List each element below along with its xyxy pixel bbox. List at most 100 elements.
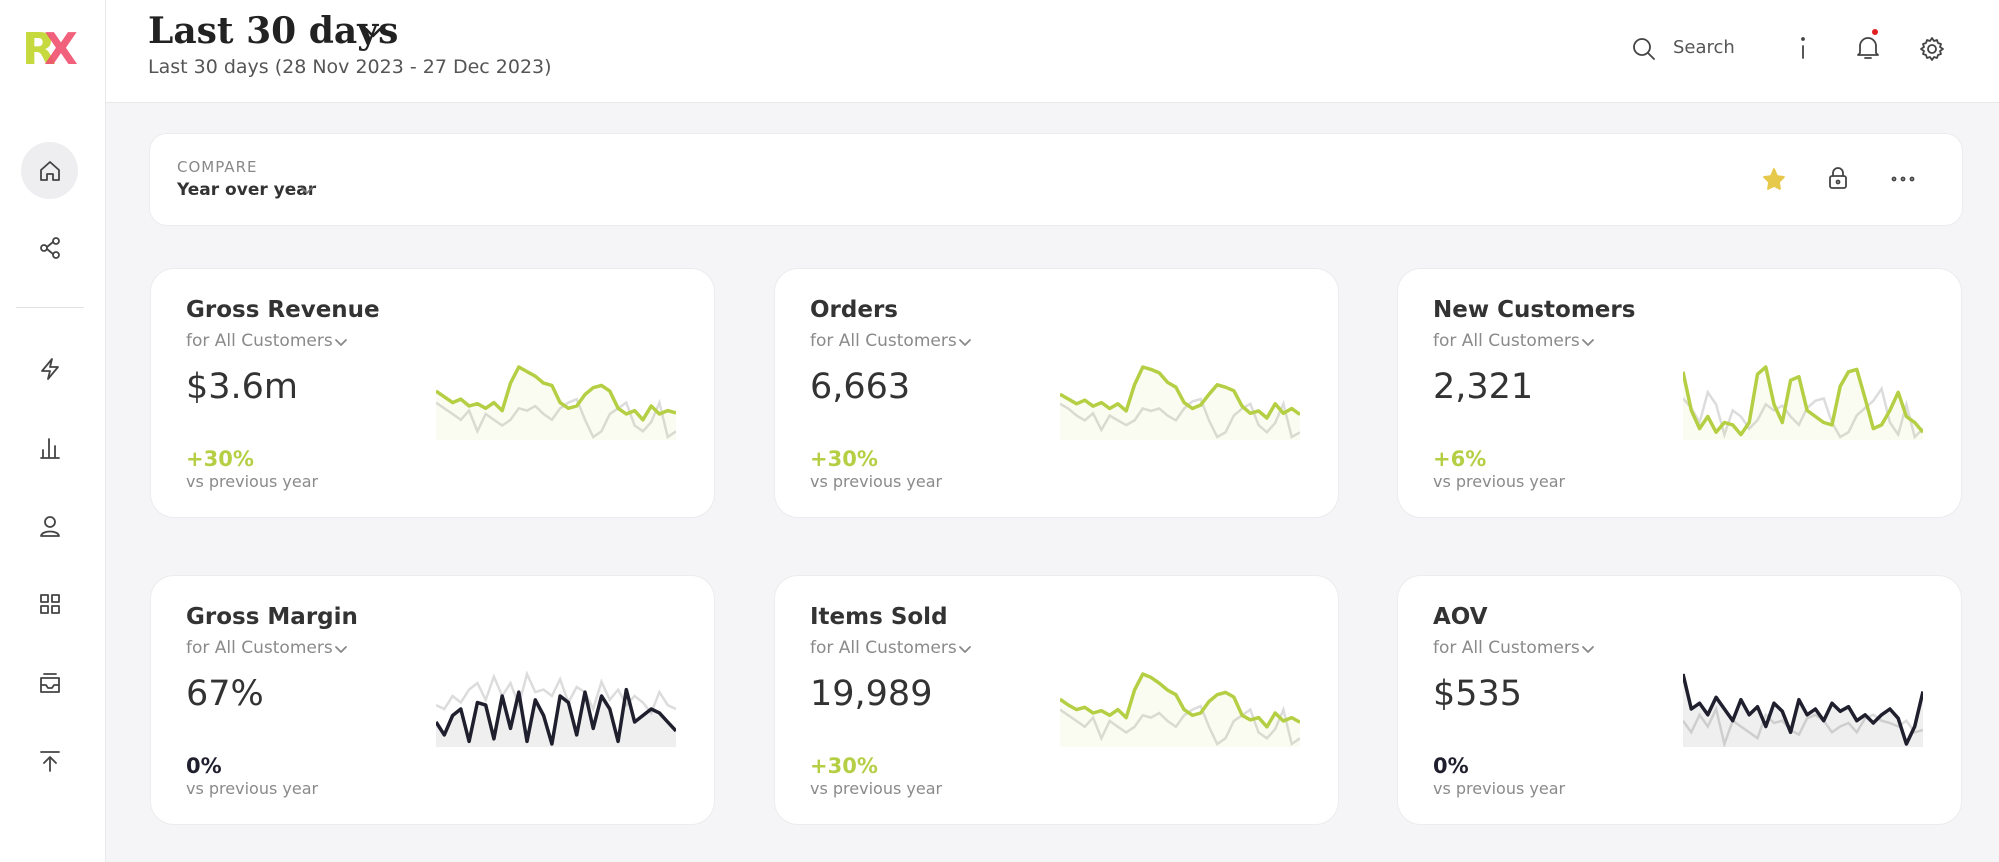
nav-customers[interactable]: [39, 515, 61, 537]
sparkline-current: [1683, 365, 1923, 437]
segment-chevron[interactable]: [334, 645, 348, 655]
segment-chevron[interactable]: [958, 338, 972, 348]
metric-value: $3.6m: [186, 367, 299, 407]
sparkline: [1060, 365, 1300, 440]
segment-chevron[interactable]: [1581, 645, 1595, 655]
metric-card: Gross Revenue for All Customers $3.6m +30% v…: [150, 268, 715, 518]
sparkline-previous: [1060, 704, 1300, 747]
search-icon[interactable]: [1632, 37, 1656, 61]
chevron-path: [335, 339, 347, 346]
chevron-path: [1582, 646, 1594, 653]
sparkline-current: [1060, 365, 1300, 420]
metric-segment[interactable]: for All Customers: [1433, 331, 1580, 351]
favorite-icon[interactable]: [1763, 168, 1785, 190]
logo[interactable]: R X: [22, 24, 78, 75]
nav-share[interactable]: [39, 237, 61, 259]
chevron-path: [959, 339, 971, 346]
info-icon[interactable]: [1797, 36, 1809, 60]
sidebar: R X: [0, 0, 106, 862]
metric-title: New Customers: [1433, 297, 1636, 323]
page-title[interactable]: Last 30 days: [148, 10, 399, 52]
svg-text:R: R: [22, 24, 56, 75]
compare-select[interactable]: Year over year: [177, 180, 317, 200]
metric-segment[interactable]: for All Customers: [186, 638, 333, 658]
sparkline-previous: [1683, 385, 1923, 440]
sparkline-previous: [436, 397, 676, 440]
sparkline-current: [436, 365, 676, 422]
nav-active: [21, 142, 78, 199]
sparkline-area: [436, 367, 676, 440]
metric-note: vs previous year: [810, 472, 943, 491]
nav-top[interactable]: [39, 750, 61, 772]
nav-inbox[interactable]: [39, 672, 61, 694]
lock-icon[interactable]: [1829, 167, 1847, 189]
nav-automation[interactable]: [39, 358, 61, 380]
metric-value: 6,663: [810, 367, 911, 407]
header: Last 30 days Last 30 days (28 Nov 2023 -…: [106, 0, 1999, 103]
metric-change: +30%: [186, 447, 254, 471]
sparkline: [436, 365, 676, 440]
sparkline: [1060, 672, 1300, 747]
sparkline: [1683, 673, 1923, 747]
sparkline: [436, 671, 676, 747]
segment-chevron[interactable]: [958, 645, 972, 655]
metric-change: +30%: [810, 447, 878, 471]
metric-value: 19,989: [810, 674, 933, 714]
metric-title: Gross Revenue: [186, 297, 380, 323]
metric-segment[interactable]: for All Customers: [810, 638, 957, 658]
chevron-path: [335, 646, 347, 653]
metric-card: Orders for All Customers 6,663 +30% vs previ…: [774, 268, 1339, 518]
metric-value: 67%: [186, 674, 264, 714]
title-chevron[interactable]: [364, 27, 382, 39]
metric-change: +30%: [810, 754, 878, 778]
sparkline-current: [436, 687, 676, 746]
segment-chevron[interactable]: [334, 338, 348, 348]
metric-title: Items Sold: [810, 604, 948, 630]
nav-divider: [16, 307, 84, 308]
metric-note: vs previous year: [186, 472, 319, 491]
segment-chevron[interactable]: [1581, 338, 1595, 348]
page-subtitle: Last 30 days (28 Nov 2023 - 27 Dec 2023): [148, 56, 552, 78]
sparkline: [1683, 365, 1923, 440]
search-label[interactable]: Search: [1673, 37, 1735, 58]
sparkline-area: [1060, 367, 1300, 440]
sparkline-current: [1060, 672, 1300, 729]
nav-apps[interactable]: [39, 593, 61, 615]
metric-note: vs previous year: [186, 779, 319, 798]
compare-chevron[interactable]: [300, 186, 314, 196]
metric-segment[interactable]: for All Customers: [1433, 638, 1580, 658]
chevron-path: [1582, 339, 1594, 346]
metric-card: Items Sold for All Customers 19,989 +30% vs …: [774, 575, 1339, 825]
nav-reports[interactable]: [39, 436, 61, 460]
sparkline-area: [1060, 674, 1300, 747]
more-icon[interactable]: [1891, 176, 1915, 182]
metric-title: Gross Margin: [186, 604, 358, 630]
compare-bar: COMPARE Year over year: [149, 133, 1963, 226]
sparkline-current: [1683, 673, 1923, 746]
metric-change: +6%: [1433, 447, 1487, 471]
metric-segment[interactable]: for All Customers: [810, 331, 957, 351]
metric-value: $535: [1433, 674, 1523, 714]
sparkline-previous: [1683, 705, 1923, 747]
metric-change: 0%: [1433, 754, 1469, 778]
sparkline-area: [1683, 367, 1923, 440]
metric-value: 2,321: [1433, 367, 1534, 407]
metric-note: vs previous year: [810, 779, 943, 798]
metric-change: 0%: [186, 754, 222, 778]
notifications-icon[interactable]: [1856, 29, 1880, 61]
svg-text:X: X: [44, 24, 78, 75]
metric-segment[interactable]: for All Customers: [186, 331, 333, 351]
metric-title: Orders: [810, 297, 898, 323]
chevron-path: [959, 646, 971, 653]
metric-note: vs previous year: [1433, 472, 1566, 491]
metric-title: AOV: [1433, 604, 1488, 630]
metric-card: AOV for All Customers $535 0% vs previous ye…: [1397, 575, 1962, 825]
metric-card: New Customers for All Customers 2,321 +6% vs…: [1397, 268, 1962, 518]
metric-note: vs previous year: [1433, 779, 1566, 798]
metric-card: Gross Margin for All Customers 67% 0% vs pre…: [150, 575, 715, 825]
sparkline-previous: [436, 671, 676, 716]
nav-home[interactable]: [39, 160, 61, 182]
compare-label: COMPARE: [177, 158, 258, 176]
settings-icon[interactable]: [1920, 37, 1944, 61]
